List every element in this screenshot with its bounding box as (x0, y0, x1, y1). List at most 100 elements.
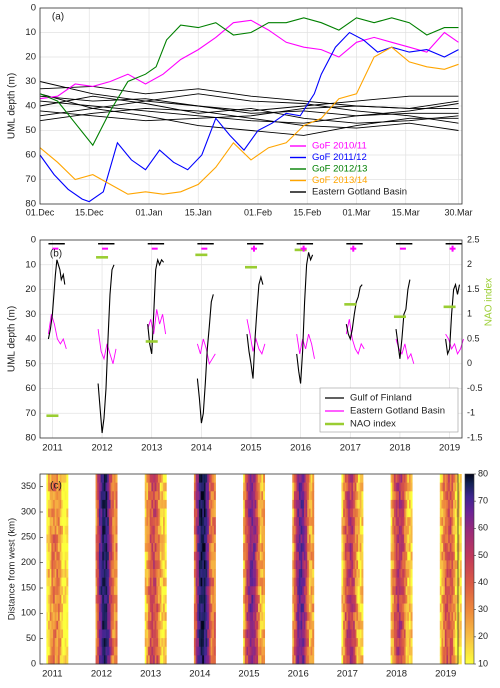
heatmap-cell (353, 543, 356, 553)
heatmap-cell (254, 638, 257, 648)
heatmap-cell (410, 499, 413, 509)
heatmap-cell (56, 491, 59, 501)
heatmap-cell (112, 569, 115, 578)
heatmap-cell (407, 482, 410, 492)
heatmap-cell (400, 474, 403, 483)
heatmap-cell (207, 638, 210, 648)
heatmap-cell (51, 474, 54, 483)
heatmap-cell (259, 629, 262, 639)
heatmap-cell (197, 655, 200, 665)
heatmap-cell (303, 612, 306, 622)
heatmap-cell (407, 491, 410, 501)
heatmap-cell (64, 508, 67, 518)
heatmap-cell (153, 482, 156, 492)
heatmap-cell (56, 629, 59, 639)
heatmap-cell (341, 577, 344, 587)
heatmap-cell (392, 655, 395, 665)
heatmap-cell (400, 603, 403, 613)
heatmap-cell (58, 508, 60, 518)
heatmap-cell (456, 655, 459, 665)
heatmap-cell (300, 508, 303, 518)
heatmap-cell (292, 629, 295, 639)
heatmap-cell (202, 646, 205, 656)
heatmap-cell (161, 499, 164, 509)
heatmap-cell (159, 534, 162, 544)
heatmap-cell (258, 646, 261, 656)
heatmap-cell (356, 629, 359, 639)
heatmap-cell (405, 655, 408, 665)
heatmap-cell (46, 620, 49, 630)
heatmap-cell (63, 508, 65, 518)
heatmap-cell (107, 551, 110, 561)
heatmap-cell (203, 612, 206, 622)
heatmap-cell (443, 543, 446, 553)
heatmap-cell (115, 569, 118, 578)
heatmap-cell (108, 482, 111, 492)
heatmap-cell (198, 508, 201, 518)
heatmap-cell (108, 474, 111, 483)
heatmap-cell (212, 620, 215, 630)
heatmap-cell (293, 517, 296, 527)
heatmap-cell (349, 560, 352, 570)
heatmap-cell (48, 655, 51, 665)
heatmap-cell (456, 543, 459, 553)
heatmap-cell (448, 620, 451, 630)
heatmap-cell (51, 525, 54, 535)
heatmap-cell (398, 499, 401, 509)
heatmap-cell (251, 594, 254, 604)
heatmap-cell (408, 543, 411, 553)
heatmap-cell (200, 646, 203, 656)
heatmap-cell (46, 534, 49, 544)
heatmap-cell (407, 594, 410, 604)
heatmap-cell (302, 525, 305, 535)
heatmap-cell (63, 517, 65, 527)
heatmap-cell (448, 586, 451, 596)
heatmap-cell (163, 517, 166, 527)
heatmap-cell (164, 569, 167, 578)
heatmap-cell (390, 499, 393, 509)
heatmap-cell (456, 560, 459, 570)
heatmap-cell (453, 534, 456, 544)
heatmap-cell (113, 577, 116, 587)
heatmap-cell (403, 620, 406, 630)
heatmap-cell (405, 586, 408, 596)
heatmap-cell (403, 491, 406, 501)
heatmap-cell (410, 586, 413, 596)
heatmap-cell (395, 655, 398, 665)
heatmap-cell (48, 646, 51, 656)
heatmap-cell (393, 629, 396, 639)
heatmap-cell (248, 646, 251, 656)
heatmap-cell (213, 482, 216, 492)
heatmap-cell (66, 560, 69, 570)
heatmap-cell (392, 551, 395, 561)
heatmap-cell (48, 603, 51, 613)
heatmap-cell (405, 491, 408, 501)
heatmap-cell (100, 569, 103, 578)
heatmap-cell (451, 508, 454, 518)
heatmap-cell (146, 620, 149, 630)
heatmap-cell (305, 655, 308, 665)
heatmap-cell (393, 474, 396, 483)
series-line-gulf-of-finland (345, 284, 363, 341)
heatmap-cell (353, 620, 356, 630)
heatmap-cell (398, 586, 401, 596)
heatmap-cell (59, 586, 62, 596)
heatmap-cell (359, 620, 362, 630)
heatmap-cell (49, 586, 52, 596)
heatmap-cell (61, 655, 64, 665)
heatmap-cell (249, 655, 252, 665)
colorbar-tick-label: 30 (478, 604, 488, 614)
heatmap-cell (53, 594, 56, 604)
heatmap-cell (343, 620, 346, 630)
heatmap-cell (113, 474, 116, 483)
heatmap-cell (397, 594, 400, 604)
heatmap-cell (144, 655, 147, 665)
heatmap-cell (400, 594, 403, 604)
heatmap-cell (202, 525, 205, 535)
heatmap-cell (353, 551, 356, 561)
heatmap-cell (203, 534, 206, 544)
heatmap-cell (156, 525, 159, 535)
heatmap-cell (59, 612, 62, 622)
heatmap-cell (212, 612, 215, 622)
heatmap-cell (444, 569, 447, 578)
